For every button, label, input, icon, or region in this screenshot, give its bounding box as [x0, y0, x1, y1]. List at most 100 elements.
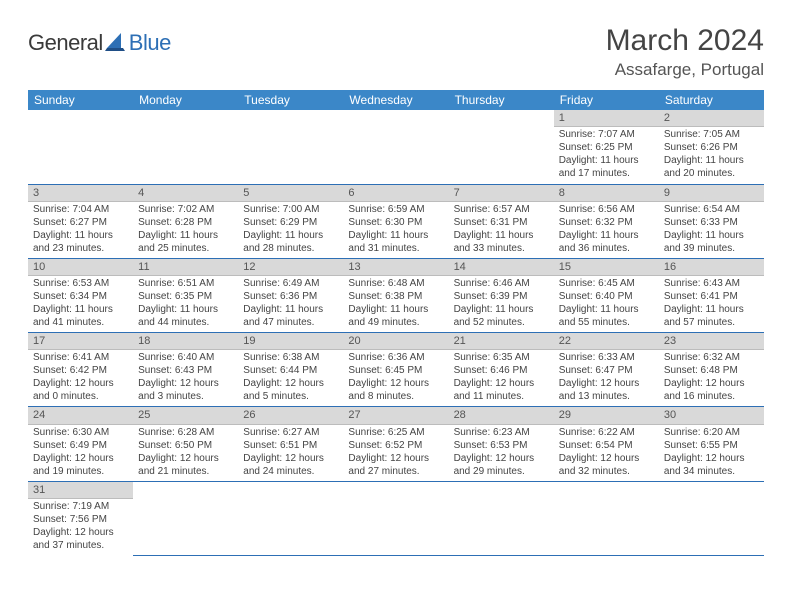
calendar-cell: 20Sunrise: 6:36 AMSunset: 6:45 PMDayligh… — [343, 333, 448, 407]
day-line: Sunset: 6:52 PM — [348, 439, 443, 452]
day-line: and 33 minutes. — [454, 242, 549, 255]
day-line: Sunset: 6:51 PM — [243, 439, 338, 452]
day-details: Sunrise: 6:35 AMSunset: 6:46 PMDaylight:… — [449, 350, 554, 406]
day-line: Sunrise: 6:48 AM — [348, 277, 443, 290]
calendar-row: 1Sunrise: 7:07 AMSunset: 6:25 PMDaylight… — [28, 110, 764, 184]
day-line: Sunrise: 6:32 AM — [664, 351, 759, 364]
day-line: Sunset: 6:43 PM — [138, 364, 233, 377]
calendar-cell: 18Sunrise: 6:40 AMSunset: 6:43 PMDayligh… — [133, 333, 238, 407]
weekday-header: Friday — [554, 90, 659, 110]
day-number: 22 — [554, 333, 659, 350]
day-details: Sunrise: 6:53 AMSunset: 6:34 PMDaylight:… — [28, 276, 133, 332]
calendar-cell-empty — [343, 481, 448, 555]
calendar-cell: 16Sunrise: 6:43 AMSunset: 6:41 PMDayligh… — [659, 258, 764, 332]
day-line: Sunrise: 6:22 AM — [559, 426, 654, 439]
day-number: 8 — [554, 185, 659, 202]
day-line: Daylight: 12 hours — [348, 452, 443, 465]
weekday-header: Monday — [133, 90, 238, 110]
day-number: 29 — [554, 407, 659, 424]
day-details: Sunrise: 6:28 AMSunset: 6:50 PMDaylight:… — [133, 425, 238, 481]
calendar-cell-empty — [343, 110, 448, 184]
calendar-row: 3Sunrise: 7:04 AMSunset: 6:27 PMDaylight… — [28, 184, 764, 258]
logo: General Blue — [28, 30, 171, 56]
day-details: Sunrise: 7:19 AMSunset: 7:56 PMDaylight:… — [28, 499, 133, 555]
day-line: Sunrise: 7:00 AM — [243, 203, 338, 216]
month-title: March 2024 — [606, 24, 764, 58]
day-number: 1 — [554, 110, 659, 127]
day-line: and 11 minutes. — [454, 390, 549, 403]
day-details: Sunrise: 6:27 AMSunset: 6:51 PMDaylight:… — [238, 425, 343, 481]
day-number: 4 — [133, 185, 238, 202]
day-line: Sunrise: 6:30 AM — [33, 426, 128, 439]
day-line: and 21 minutes. — [138, 465, 233, 478]
logo-sail-icon — [105, 31, 127, 56]
day-line: Sunset: 6:49 PM — [33, 439, 128, 452]
calendar-body: 1Sunrise: 7:07 AMSunset: 6:25 PMDaylight… — [28, 110, 764, 555]
logo-text-general: General — [28, 30, 103, 56]
day-line: Daylight: 12 hours — [348, 377, 443, 390]
day-line: Sunset: 6:40 PM — [559, 290, 654, 303]
calendar-cell-empty — [449, 110, 554, 184]
day-number: 28 — [449, 407, 554, 424]
weekday-header: Wednesday — [343, 90, 448, 110]
day-number: 9 — [659, 185, 764, 202]
day-details: Sunrise: 6:57 AMSunset: 6:31 PMDaylight:… — [449, 202, 554, 258]
calendar-cell: 2Sunrise: 7:05 AMSunset: 6:26 PMDaylight… — [659, 110, 764, 184]
calendar-cell: 8Sunrise: 6:56 AMSunset: 6:32 PMDaylight… — [554, 184, 659, 258]
calendar-cell-empty — [238, 110, 343, 184]
day-line: and 20 minutes. — [664, 167, 759, 180]
day-line: Sunset: 6:29 PM — [243, 216, 338, 229]
day-number: 5 — [238, 185, 343, 202]
day-line: Daylight: 11 hours — [138, 303, 233, 316]
calendar-cell: 28Sunrise: 6:23 AMSunset: 6:53 PMDayligh… — [449, 407, 554, 481]
day-line: Sunset: 6:45 PM — [348, 364, 443, 377]
day-number: 19 — [238, 333, 343, 350]
day-number: 31 — [28, 482, 133, 499]
day-details: Sunrise: 7:02 AMSunset: 6:28 PMDaylight:… — [133, 202, 238, 258]
day-line: Sunset: 6:42 PM — [33, 364, 128, 377]
day-line: Sunset: 6:30 PM — [348, 216, 443, 229]
day-line: Sunset: 6:34 PM — [33, 290, 128, 303]
day-line: Sunset: 6:33 PM — [664, 216, 759, 229]
day-details: Sunrise: 6:46 AMSunset: 6:39 PMDaylight:… — [449, 276, 554, 332]
day-number: 30 — [659, 407, 764, 424]
day-line: Sunrise: 6:35 AM — [454, 351, 549, 364]
day-details: Sunrise: 6:20 AMSunset: 6:55 PMDaylight:… — [659, 425, 764, 481]
day-line: Daylight: 11 hours — [33, 229, 128, 242]
calendar-cell-empty — [554, 481, 659, 555]
day-line: Daylight: 11 hours — [454, 229, 549, 242]
calendar-cell: 7Sunrise: 6:57 AMSunset: 6:31 PMDaylight… — [449, 184, 554, 258]
calendar-cell-empty — [659, 481, 764, 555]
calendar-cell: 4Sunrise: 7:02 AMSunset: 6:28 PMDaylight… — [133, 184, 238, 258]
day-number: 15 — [554, 259, 659, 276]
day-line: and 13 minutes. — [559, 390, 654, 403]
day-line: and 27 minutes. — [348, 465, 443, 478]
day-line: Sunrise: 6:25 AM — [348, 426, 443, 439]
day-line: Sunset: 6:54 PM — [559, 439, 654, 452]
day-line: Sunset: 6:41 PM — [664, 290, 759, 303]
calendar-cell-empty — [238, 481, 343, 555]
day-details: Sunrise: 6:25 AMSunset: 6:52 PMDaylight:… — [343, 425, 448, 481]
day-details: Sunrise: 6:56 AMSunset: 6:32 PMDaylight:… — [554, 202, 659, 258]
day-line: and 31 minutes. — [348, 242, 443, 255]
day-number: 23 — [659, 333, 764, 350]
day-line: and 52 minutes. — [454, 316, 549, 329]
day-line: Daylight: 12 hours — [243, 377, 338, 390]
calendar-cell-empty — [133, 481, 238, 555]
day-line: Daylight: 11 hours — [33, 303, 128, 316]
day-line: Daylight: 12 hours — [33, 452, 128, 465]
day-line: Daylight: 11 hours — [138, 229, 233, 242]
day-details: Sunrise: 6:22 AMSunset: 6:54 PMDaylight:… — [554, 425, 659, 481]
title-block: March 2024 Assafarge, Portugal — [606, 24, 764, 80]
calendar-cell: 19Sunrise: 6:38 AMSunset: 6:44 PMDayligh… — [238, 333, 343, 407]
day-line: Sunset: 6:25 PM — [559, 141, 654, 154]
day-line: and 55 minutes. — [559, 316, 654, 329]
day-number: 14 — [449, 259, 554, 276]
calendar-table: SundayMondayTuesdayWednesdayThursdayFrid… — [28, 90, 764, 556]
day-line: Daylight: 12 hours — [664, 377, 759, 390]
day-details: Sunrise: 7:04 AMSunset: 6:27 PMDaylight:… — [28, 202, 133, 258]
day-number: 26 — [238, 407, 343, 424]
day-number: 25 — [133, 407, 238, 424]
location: Assafarge, Portugal — [606, 60, 764, 80]
day-line: Daylight: 11 hours — [664, 303, 759, 316]
